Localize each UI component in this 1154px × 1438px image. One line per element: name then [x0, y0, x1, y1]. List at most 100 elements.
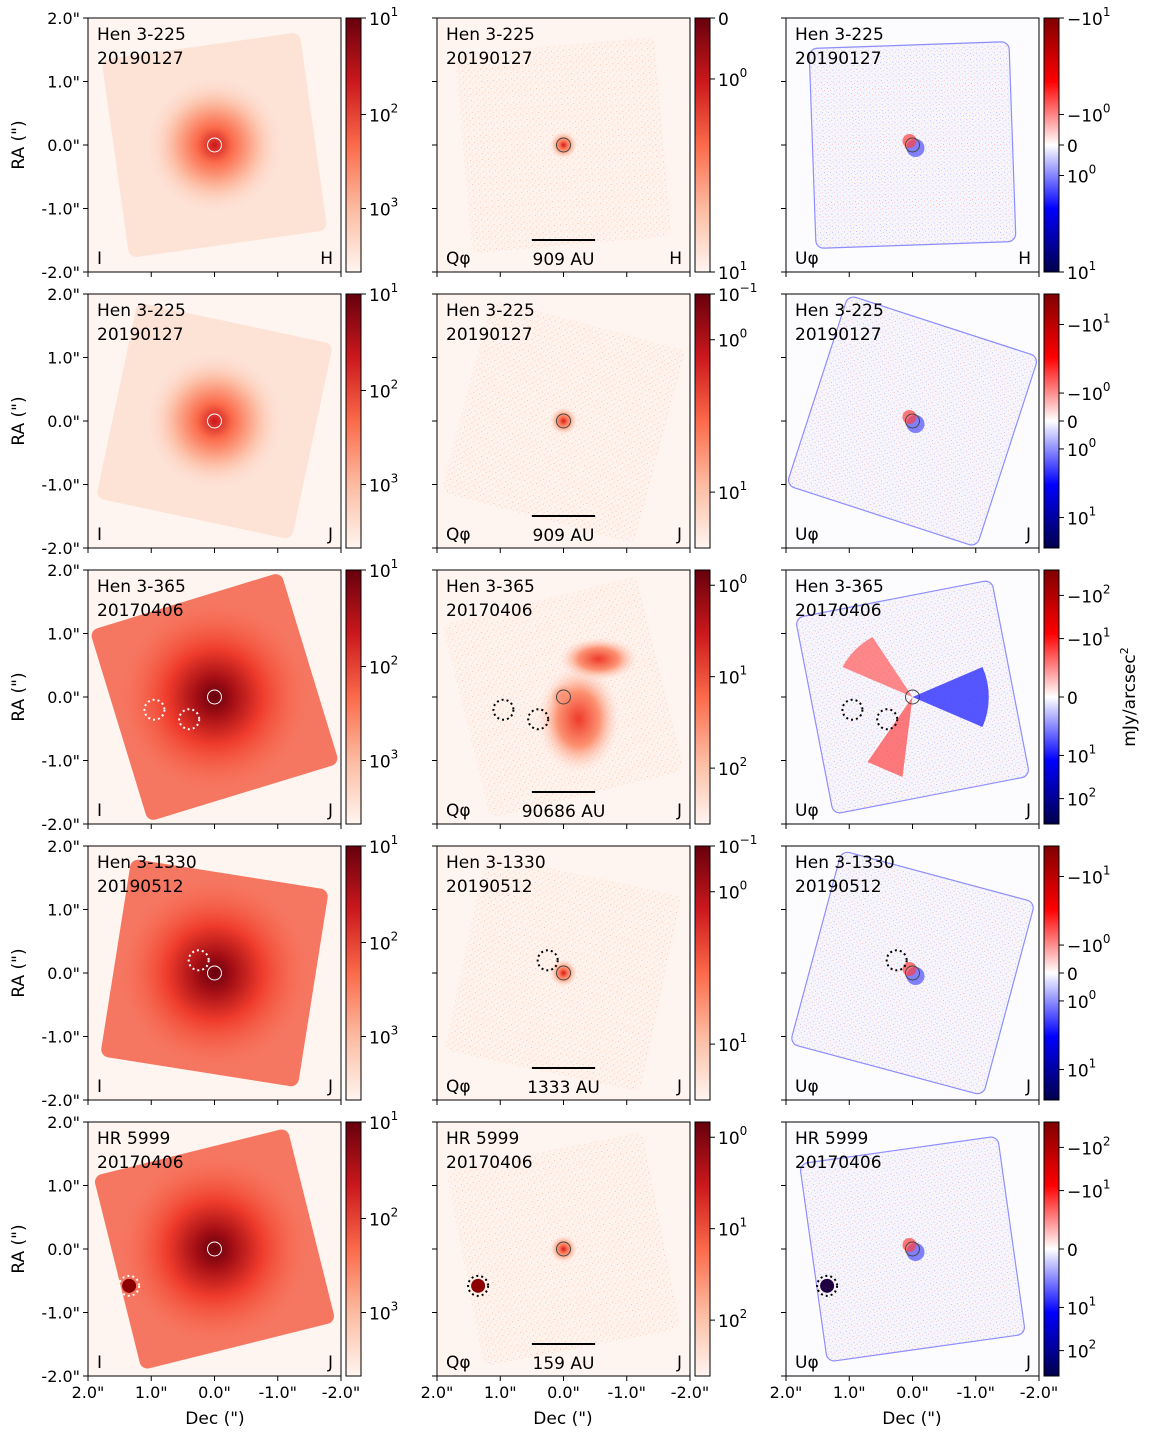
target-name-label: Hen 3-365	[446, 577, 535, 597]
target-name-label: Hen 3-365	[795, 577, 884, 597]
x-tick-label: -1.0"	[956, 1383, 995, 1402]
y-tick-label: -1.0"	[41, 200, 80, 219]
target-name-label: Hen 3-365	[97, 577, 186, 597]
u-core-positive	[902, 134, 917, 148]
band-label: J	[1025, 525, 1031, 545]
polarized-core	[549, 407, 578, 435]
y-tick-label: 2.0"	[47, 285, 80, 304]
colorbar-tick-label: 102	[1067, 786, 1096, 811]
target-name-label: Hen 3-225	[795, 301, 884, 321]
scale-bar-label: 1333 AU	[527, 1078, 600, 1098]
image-layer	[443, 577, 684, 817]
colorbar-tick-label: −101	[1067, 311, 1111, 336]
stokes-label: Uφ	[795, 249, 819, 269]
image-layer	[446, 855, 681, 1091]
x-tick-label: -2.0"	[322, 1383, 361, 1402]
colorbar-tick-label: −101	[1067, 863, 1111, 888]
band-label: J	[1025, 1077, 1031, 1097]
u-core-positive	[902, 962, 917, 976]
panel-r4-c2: Hen 3-1330 20190512 Qφ J 1333 AU 101 100 10−1	[432, 833, 757, 1105]
intensity-halo	[119, 602, 310, 792]
star-position-marker	[556, 1241, 571, 1257]
colorbar	[345, 17, 362, 273]
scale-bar-label: 159 AU	[533, 1354, 595, 1374]
polarized-lobe	[558, 637, 639, 681]
panel-r1-c3: Hen 3-225 20190127 Uφ H 101 100 0 −100 −101	[781, 5, 1111, 284]
colorbar-tick-label: 101	[718, 259, 747, 284]
colorbar-tick-label: 102	[369, 930, 398, 955]
star-position-marker	[207, 413, 222, 429]
colorbar-units-label: mJy/arcsec2	[1118, 647, 1140, 746]
observation-date-label: 20170406	[97, 1153, 184, 1173]
polarized-core	[549, 131, 578, 159]
polarized-core	[549, 1235, 578, 1263]
companion-marker	[527, 708, 550, 731]
band-label: J	[327, 1353, 333, 1373]
x-tick-label: 2.0"	[72, 1383, 105, 1402]
target-name-label: HR 5999	[97, 1129, 170, 1149]
y-tick-label: -1.0"	[41, 476, 80, 495]
y-tick-label: -2.0"	[41, 263, 80, 282]
intensity-halo	[144, 351, 285, 491]
star-position-marker	[207, 137, 222, 153]
x-tick-label: -2.0"	[1020, 1383, 1059, 1402]
colorbar-tick-label: 100	[1067, 436, 1096, 461]
target-name-label: Hen 3-225	[446, 25, 535, 45]
y-tick-label: -2.0"	[41, 1367, 80, 1386]
band-label: J	[1025, 801, 1031, 821]
colorbar	[1043, 845, 1060, 1101]
companion-marker	[143, 698, 166, 721]
panel-r4-c3: Hen 3-1330 20190512 Uφ J 101 100 0 −100 −101	[781, 845, 1111, 1105]
observation-date-label: 20170406	[97, 601, 184, 621]
star-position-marker	[905, 137, 920, 153]
companion-marker	[876, 708, 899, 731]
x-tick-label: 0.0"	[896, 1383, 929, 1402]
stokes-label: Uφ	[795, 1353, 819, 1373]
colorbar-tick-label: −101	[1067, 626, 1111, 651]
image-layer	[787, 296, 1038, 546]
star-position-marker	[556, 965, 571, 981]
colorbar	[694, 845, 711, 1101]
stokes-label: I	[97, 1353, 102, 1373]
scale-bar-label: 909 AU	[533, 526, 595, 546]
colorbar-tick-label: 101	[1067, 1057, 1096, 1082]
companion-marker	[841, 698, 864, 721]
stokes-label: Qφ	[446, 801, 471, 821]
y-tick-label: 1.0"	[47, 901, 80, 920]
band-label: J	[676, 1077, 682, 1097]
colorbar-tick-label: 0	[1067, 965, 1078, 985]
panel-r1-c2: Hen 3-225 20190127 Qφ H 909 AU 101 100 0	[432, 10, 747, 284]
intensity-halo	[144, 75, 285, 215]
y-tick-label: -1.0"	[41, 752, 80, 771]
band-label: J	[676, 525, 682, 545]
y-tick-label: 0.0"	[47, 688, 80, 707]
y-tick-label: -1.0"	[41, 1304, 80, 1323]
colorbar-tick-label: −100	[1067, 932, 1111, 957]
y-tick-label: 1.0"	[47, 625, 80, 644]
stokes-label: I	[97, 801, 102, 821]
colorbar-tick-label: −102	[1067, 1134, 1111, 1159]
colorbar-tick-label: 100	[718, 879, 747, 904]
colorbar-tick-label: 101	[369, 557, 398, 582]
colorbar	[1043, 17, 1060, 273]
colorbar-tick-label: 102	[369, 654, 398, 679]
scale-bar-label: 909 AU	[533, 250, 595, 270]
y-tick-label: -1.0"	[41, 1028, 80, 1047]
x-tick-label: 1.0"	[135, 1383, 168, 1402]
image-layer	[455, 37, 672, 253]
x-axis-label-col-3: Dec (")	[882, 1409, 941, 1429]
colorbar	[345, 845, 362, 1101]
band-label: J	[676, 1353, 682, 1373]
image-layer	[799, 1136, 1026, 1362]
y-tick-label: -2.0"	[41, 1091, 80, 1110]
companion-marker	[118, 1274, 141, 1297]
colorbar-tick-label: 10−1	[718, 281, 757, 306]
colorbar	[1043, 569, 1060, 825]
companion-source	[471, 1278, 486, 1293]
companion-source	[820, 1278, 835, 1293]
colorbar-tick-label: 102	[369, 102, 398, 127]
observation-date-label: 20170406	[795, 601, 882, 621]
colorbar-tick-label: −100	[1067, 380, 1111, 405]
colorbar-tick-label: 100	[718, 327, 747, 352]
observation-date-label: 20190512	[97, 877, 184, 897]
